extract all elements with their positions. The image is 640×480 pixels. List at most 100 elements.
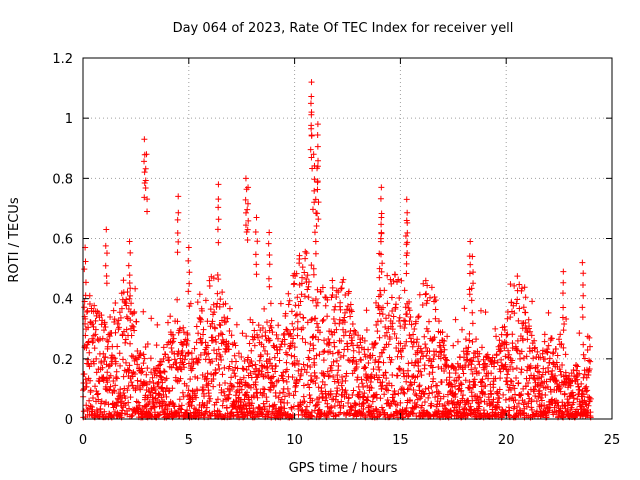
data-point bbox=[522, 294, 529, 301]
data-point bbox=[402, 321, 409, 328]
data-point bbox=[83, 380, 90, 387]
data-point bbox=[391, 330, 398, 337]
data-point bbox=[219, 371, 226, 378]
data-point bbox=[264, 319, 271, 326]
data-point bbox=[440, 352, 447, 359]
data-point bbox=[337, 299, 344, 306]
data-point bbox=[326, 372, 333, 379]
data-point bbox=[460, 370, 467, 377]
data-point bbox=[370, 344, 377, 351]
data-point bbox=[181, 356, 188, 363]
data-point-peak bbox=[253, 214, 260, 221]
data-point-peak bbox=[377, 287, 384, 294]
data-point bbox=[276, 390, 283, 397]
data-point bbox=[192, 373, 199, 380]
x-tick-label: 0 bbox=[79, 433, 87, 448]
data-point bbox=[496, 348, 503, 355]
data-point-peak bbox=[175, 238, 182, 245]
data-point bbox=[164, 405, 171, 412]
data-point bbox=[541, 331, 548, 338]
data-point bbox=[121, 385, 128, 392]
data-point-peak bbox=[579, 314, 586, 321]
data-point bbox=[266, 337, 273, 344]
data-point bbox=[439, 329, 446, 336]
data-point bbox=[492, 325, 499, 332]
data-point bbox=[335, 379, 342, 386]
data-point bbox=[310, 265, 317, 272]
data-point bbox=[464, 412, 471, 419]
data-point bbox=[89, 394, 96, 401]
data-point bbox=[207, 306, 214, 313]
data-point bbox=[221, 364, 228, 371]
data-point bbox=[320, 316, 327, 323]
data-point bbox=[297, 399, 304, 406]
data-point bbox=[441, 402, 448, 409]
data-point bbox=[350, 387, 357, 394]
data-point bbox=[340, 403, 347, 410]
data-point bbox=[169, 385, 176, 392]
data-point-peak bbox=[175, 209, 182, 216]
data-point bbox=[313, 320, 320, 327]
data-point bbox=[541, 356, 548, 363]
data-point bbox=[570, 399, 577, 406]
data-point-peak bbox=[378, 268, 385, 275]
data-point bbox=[123, 302, 130, 309]
data-point bbox=[128, 379, 135, 386]
data-point-peak bbox=[378, 230, 385, 237]
data-point bbox=[148, 315, 155, 322]
data-point bbox=[462, 363, 469, 370]
data-point bbox=[240, 374, 247, 381]
data-point bbox=[413, 401, 420, 408]
data-point bbox=[404, 311, 411, 318]
data-point bbox=[183, 382, 190, 389]
data-point bbox=[322, 390, 329, 397]
data-point bbox=[200, 386, 207, 393]
data-point bbox=[277, 343, 284, 350]
data-point bbox=[300, 382, 307, 389]
data-point bbox=[515, 400, 522, 407]
data-point bbox=[517, 355, 524, 362]
data-point bbox=[324, 368, 331, 375]
data-point-peak bbox=[377, 235, 384, 242]
data-point bbox=[194, 387, 201, 394]
data-point bbox=[299, 264, 306, 271]
data-point bbox=[114, 320, 121, 327]
data-point bbox=[538, 397, 545, 404]
x-tick-label: 15 bbox=[392, 433, 409, 448]
data-point bbox=[497, 368, 504, 375]
data-point bbox=[397, 323, 404, 330]
data-point-peak bbox=[185, 244, 192, 251]
data-point bbox=[220, 397, 227, 404]
data-point bbox=[170, 335, 177, 342]
data-point bbox=[159, 398, 166, 405]
data-point bbox=[179, 389, 186, 396]
data-point bbox=[306, 391, 313, 398]
data-point bbox=[410, 387, 417, 394]
data-point bbox=[318, 384, 325, 391]
data-point bbox=[86, 349, 93, 356]
data-point bbox=[581, 371, 588, 378]
data-point bbox=[570, 366, 577, 373]
data-point bbox=[328, 404, 335, 411]
data-point bbox=[567, 382, 574, 389]
data-point bbox=[91, 302, 98, 309]
data-point bbox=[547, 388, 554, 395]
data-point-peak bbox=[314, 163, 321, 170]
data-point bbox=[243, 333, 250, 340]
data-point bbox=[106, 333, 113, 340]
data-point bbox=[120, 277, 127, 284]
data-point-peak bbox=[244, 200, 251, 207]
data-point bbox=[416, 383, 423, 390]
data-point bbox=[305, 283, 312, 290]
data-point bbox=[443, 377, 450, 384]
data-point bbox=[195, 356, 202, 363]
data-point bbox=[129, 412, 136, 419]
data-point bbox=[231, 370, 238, 377]
data-point bbox=[416, 382, 423, 389]
x-tick-label: 20 bbox=[498, 433, 515, 448]
data-point-peak bbox=[215, 204, 222, 211]
data-point bbox=[322, 302, 329, 309]
data-point bbox=[251, 327, 258, 334]
data-point-peak bbox=[315, 157, 322, 164]
data-point bbox=[284, 351, 291, 358]
